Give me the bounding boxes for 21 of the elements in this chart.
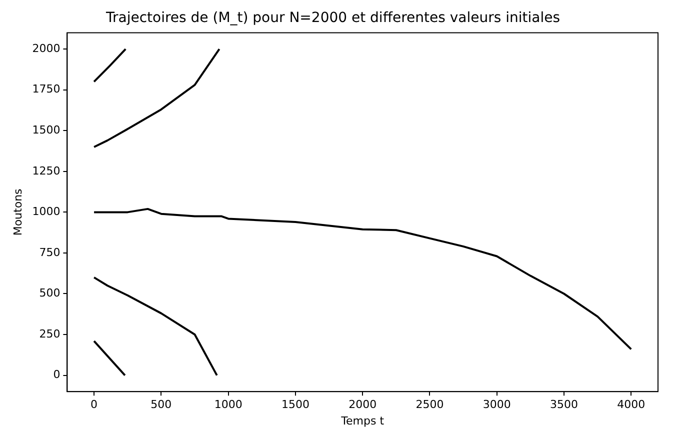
y-tick-label: 1250 [32, 164, 60, 178]
x-tick-label: 2000 [348, 398, 377, 412]
y-tick-label: 2000 [32, 42, 60, 55]
x-tick-label: 3500 [550, 398, 578, 412]
x-tick-label: 3000 [482, 398, 511, 412]
y-tick-label: 1750 [32, 82, 60, 96]
x-tick-label: 1500 [281, 398, 310, 412]
y-tick-label: 1000 [32, 205, 60, 218]
x-axis-title: Temps t [340, 414, 385, 428]
x-tick-label: 4000 [617, 398, 646, 412]
chart-title: Trajectoires de (M_t) pour N=2000 et differentes valeurs initiales [104, 10, 560, 26]
y-tick-label: 1500 [32, 124, 60, 137]
y-tick-label: 250 [39, 327, 60, 340]
x-tick-label: 0 [90, 398, 98, 412]
y-axis-title: Moutons [11, 188, 24, 236]
x-tick-label: 1000 [214, 398, 242, 412]
y-tick-label: 0 [53, 368, 60, 382]
x-tick-label: 500 [150, 398, 172, 412]
y-tick-label: 750 [39, 246, 60, 259]
y-tick-label: 500 [39, 286, 60, 300]
x-tick-label: 2500 [416, 398, 444, 412]
